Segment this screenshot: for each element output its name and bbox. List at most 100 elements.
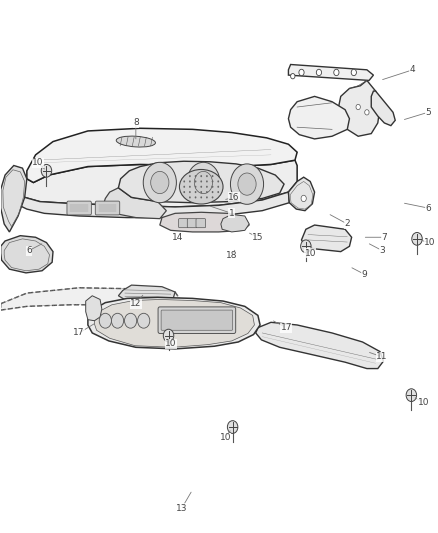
Circle shape [206,191,208,193]
Text: 1: 1 [229,209,235,218]
FancyBboxPatch shape [95,201,120,215]
Circle shape [217,191,219,193]
Circle shape [124,313,137,328]
Text: 11: 11 [376,352,388,361]
Text: 10: 10 [32,158,43,167]
Circle shape [334,69,339,76]
Polygon shape [118,161,284,203]
Circle shape [194,172,212,193]
Circle shape [351,69,357,76]
Text: 16: 16 [228,193,240,202]
Circle shape [227,421,238,433]
Circle shape [206,185,208,188]
FancyBboxPatch shape [179,219,188,228]
Circle shape [299,69,304,76]
Circle shape [41,165,52,177]
Text: 8: 8 [133,118,139,127]
Circle shape [189,180,191,182]
Text: 17: 17 [280,323,292,332]
Circle shape [189,175,191,177]
Circle shape [238,173,256,195]
Circle shape [143,163,177,203]
Text: 5: 5 [425,108,431,117]
Circle shape [111,313,124,328]
Polygon shape [1,288,180,310]
Circle shape [356,104,360,110]
Circle shape [184,191,185,193]
Circle shape [163,329,174,342]
Circle shape [151,172,169,193]
Circle shape [206,175,208,177]
Circle shape [187,163,220,203]
Circle shape [365,110,369,115]
Circle shape [206,196,208,198]
Polygon shape [27,128,297,182]
Text: 6: 6 [26,246,32,255]
Circle shape [189,185,191,188]
Circle shape [300,240,311,253]
Text: 9: 9 [362,270,367,279]
Ellipse shape [116,136,155,147]
Text: 12: 12 [130,299,141,308]
Polygon shape [1,236,53,273]
Circle shape [230,164,264,204]
Circle shape [212,185,213,188]
Circle shape [217,185,219,188]
Polygon shape [289,64,374,80]
Circle shape [99,313,111,328]
Text: 10: 10 [165,339,177,348]
Circle shape [195,191,196,193]
Polygon shape [95,300,254,348]
Circle shape [184,180,185,182]
Circle shape [189,196,191,198]
FancyBboxPatch shape [196,219,205,228]
Polygon shape [118,285,175,303]
Circle shape [301,195,306,201]
Text: 3: 3 [379,246,385,255]
FancyBboxPatch shape [187,219,197,228]
Polygon shape [103,188,166,219]
Text: 15: 15 [252,233,264,242]
Polygon shape [14,189,289,217]
Text: 10: 10 [424,238,436,247]
Polygon shape [339,80,380,136]
Polygon shape [371,91,395,126]
Polygon shape [289,96,350,139]
Text: 2: 2 [344,220,350,229]
Ellipse shape [180,169,223,204]
Polygon shape [221,214,249,232]
Text: 10: 10 [219,433,231,442]
Text: 10: 10 [304,249,316,258]
Polygon shape [289,177,314,211]
FancyBboxPatch shape [161,310,233,330]
Circle shape [184,185,185,188]
Text: 7: 7 [381,233,387,242]
Circle shape [138,313,150,328]
Circle shape [212,196,213,198]
Circle shape [200,185,202,188]
Circle shape [212,191,213,193]
Circle shape [195,196,196,198]
Circle shape [200,191,202,193]
Circle shape [189,191,191,193]
Polygon shape [88,297,260,349]
Circle shape [195,175,196,177]
Circle shape [206,180,208,182]
Polygon shape [256,322,383,368]
FancyBboxPatch shape [67,201,92,215]
Circle shape [316,69,321,76]
Polygon shape [160,212,249,232]
Text: 14: 14 [172,233,183,242]
Circle shape [217,180,219,182]
Text: 4: 4 [410,66,416,74]
Text: 18: 18 [226,252,237,260]
Circle shape [195,180,196,182]
Circle shape [212,175,213,177]
Polygon shape [18,160,297,207]
Circle shape [212,180,213,182]
Circle shape [200,175,202,177]
Circle shape [412,232,422,245]
Text: 6: 6 [425,204,431,213]
Circle shape [200,180,202,182]
Circle shape [290,74,295,79]
